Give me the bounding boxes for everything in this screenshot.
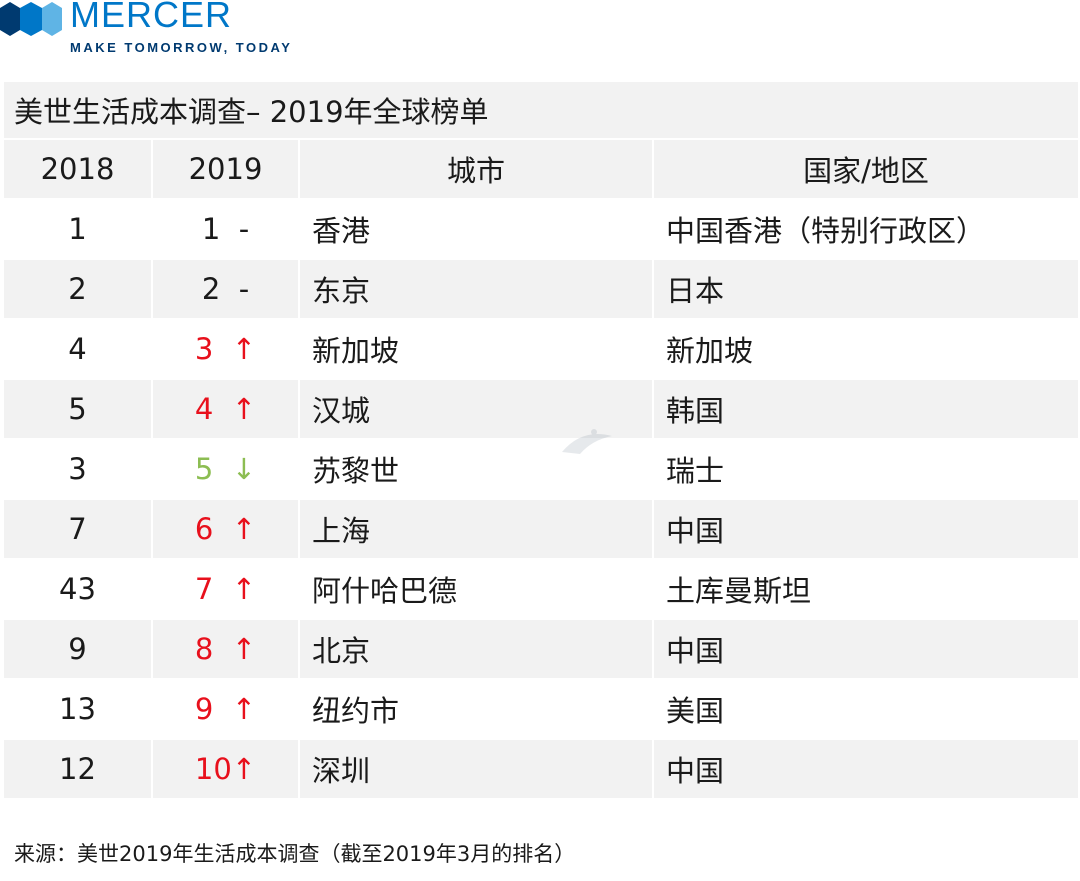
brand-name: MERCER bbox=[70, 0, 233, 35]
table-title: 美世生活成本调查– 2019年全球榜单 bbox=[1, 80, 1080, 140]
city-name: 深圳 bbox=[298, 738, 654, 800]
trend-same-icon: - bbox=[238, 272, 250, 306]
city-name: 东京 bbox=[298, 258, 654, 320]
rank-2019: 6 ↑ bbox=[151, 498, 300, 560]
trend-up-icon: ↑ bbox=[231, 692, 257, 726]
mercer-mark-icon bbox=[0, 2, 62, 36]
rank-2019-value: 7 bbox=[194, 572, 214, 606]
rank-2019-value: 4 bbox=[194, 392, 214, 426]
rank-2019: 3 ↑ bbox=[151, 318, 300, 380]
rank-2018: 4 bbox=[2, 318, 153, 380]
rank-2019-value: 6 bbox=[194, 512, 214, 546]
rank-2019-value: 9 bbox=[194, 692, 214, 726]
header-2018: 2018 bbox=[2, 138, 153, 200]
rank-2018: 1 bbox=[2, 198, 153, 260]
rank-2019: 2 - bbox=[151, 258, 300, 320]
trend-up-icon: ↑ bbox=[231, 392, 257, 426]
rank-2019: 5 ↓ bbox=[151, 438, 300, 500]
country-name: 中国香港（特别行政区） bbox=[651, 198, 1080, 260]
table-title-row: 美世生活成本调查– 2019年全球榜单 bbox=[1, 80, 1080, 140]
city-name: 北京 bbox=[298, 618, 654, 680]
rank-2019-value: 5 bbox=[194, 452, 214, 486]
rank-2018: 2 bbox=[2, 258, 153, 320]
table-header-row: 2018 2019 城市 国家/地区 bbox=[2, 138, 1080, 200]
trend-up-icon: ↑ bbox=[231, 572, 257, 606]
rank-2019-value: 2 bbox=[201, 272, 221, 306]
trend-up-icon: ↑ bbox=[231, 752, 257, 786]
city-name: 香港 bbox=[298, 198, 654, 260]
rank-2019-value: 10 bbox=[194, 752, 232, 786]
watermark-icon bbox=[562, 429, 612, 454]
rank-2018: 3 bbox=[2, 438, 153, 500]
city-name: 苏黎世 bbox=[298, 438, 654, 500]
trend-up-icon: ↑ bbox=[231, 632, 257, 666]
rank-2018: 9 bbox=[2, 618, 153, 680]
trend-down-icon: ↓ bbox=[231, 452, 257, 486]
country-name: 新加坡 bbox=[651, 318, 1080, 380]
rank-2019: 8 ↑ bbox=[151, 618, 300, 680]
table-row: 43 7 ↑ 阿什哈巴德 土库曼斯坦 bbox=[2, 558, 1080, 620]
country-name: 中国 bbox=[651, 498, 1080, 560]
rank-2018: 5 bbox=[2, 378, 153, 440]
country-name: 韩国 bbox=[651, 378, 1080, 440]
country-name: 日本 bbox=[651, 258, 1080, 320]
rank-2019: 9 ↑ bbox=[151, 678, 300, 740]
mercer-logo: MERCER MAKE TOMORROW, TODAY bbox=[0, 0, 330, 62]
country-name: 中国 bbox=[651, 618, 1080, 680]
rank-2018: 7 bbox=[2, 498, 153, 560]
city-name: 纽约市 bbox=[298, 678, 654, 740]
trend-same-icon: - bbox=[238, 212, 250, 246]
rank-2019: 1 - bbox=[151, 198, 300, 260]
rank-2019: 7 ↑ bbox=[151, 558, 300, 620]
country-name: 中国 bbox=[651, 738, 1080, 800]
city-name: 新加坡 bbox=[298, 318, 654, 380]
rank-2018: 12 bbox=[2, 738, 153, 800]
rank-2018: 13 bbox=[2, 678, 153, 740]
country-name: 美国 bbox=[651, 678, 1080, 740]
header-city: 城市 bbox=[298, 138, 654, 200]
table-row: 13 9 ↑ 纽约市 美国 bbox=[2, 678, 1080, 740]
header-country: 国家/地区 bbox=[651, 138, 1080, 200]
country-name: 瑞士 bbox=[651, 438, 1080, 500]
ranking-table: 美世生活成本调查– 2019年全球榜单 2018 2019 城市 国家/地区 1… bbox=[1, 80, 1080, 800]
city-name: 上海 bbox=[298, 498, 654, 560]
country-name: 土库曼斯坦 bbox=[651, 558, 1080, 620]
trend-up-icon: ↑ bbox=[231, 512, 257, 546]
brand-tagline: MAKE TOMORROW, TODAY bbox=[70, 40, 293, 55]
rank-2019-value: 8 bbox=[194, 632, 214, 666]
trend-up-icon: ↑ bbox=[231, 332, 257, 366]
table-row: 12 10↑ 深圳 中国 bbox=[2, 738, 1080, 800]
rank-2018: 43 bbox=[2, 558, 153, 620]
city-name: 汉城 bbox=[298, 378, 654, 440]
header-2019: 2019 bbox=[151, 138, 300, 200]
rank-2019: 10↑ bbox=[151, 738, 300, 800]
rank-2019-value: 3 bbox=[194, 332, 214, 366]
source-note: 来源：美世2019年生活成本调查（截至2019年3月的排名） bbox=[14, 842, 576, 866]
rank-2019-value: 1 bbox=[201, 212, 221, 246]
rank-2019: 4 ↑ bbox=[151, 378, 300, 440]
city-name: 阿什哈巴德 bbox=[298, 558, 654, 620]
